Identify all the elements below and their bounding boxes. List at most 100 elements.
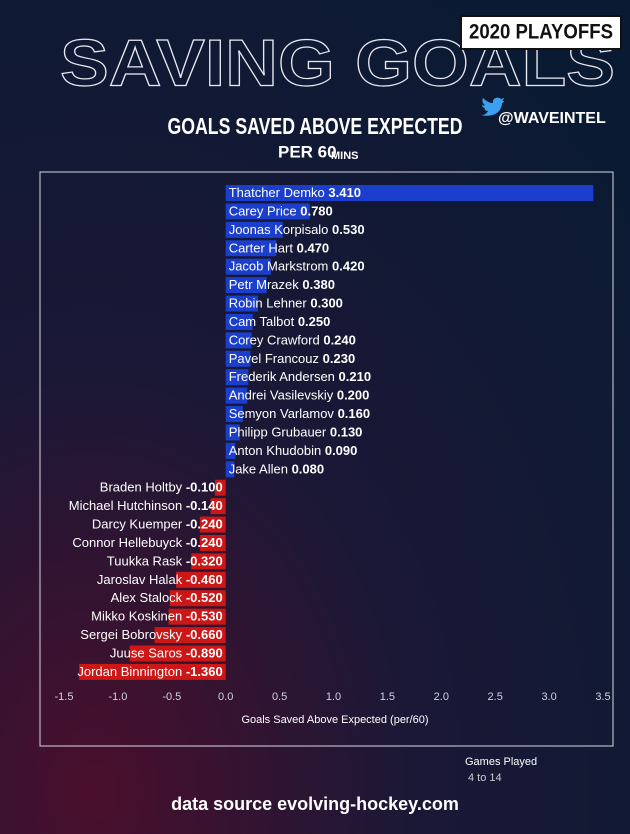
- bar-label: Mikko Koskinen -0.530: [91, 609, 223, 624]
- value-label: 0.780: [300, 204, 333, 219]
- value-label: -0.460: [186, 572, 223, 587]
- bar-label: Anton Khudobin 0.090: [229, 443, 358, 458]
- bar: [225, 185, 594, 201]
- bar: [225, 369, 249, 386]
- bar-label: Sergei Bobrovsky -0.660: [80, 628, 222, 643]
- value-label: 0.240: [323, 333, 356, 348]
- player-name: Juuse Saros: [110, 646, 183, 661]
- bar-label: Pavel Francouz 0.230: [229, 351, 356, 366]
- bar-label: Frederik Andersen 0.210: [229, 370, 371, 385]
- player-name: Frederik Andersen: [229, 370, 335, 385]
- player-name: Tuukka Rask: [107, 554, 183, 569]
- value-label: 0.090: [325, 443, 358, 458]
- bar-label: Semyon Varlamov 0.160: [229, 406, 370, 421]
- x-tick-label: 2.5: [488, 691, 503, 703]
- bar: [199, 534, 226, 551]
- bar: [199, 516, 226, 533]
- value-label: 0.380: [302, 278, 335, 293]
- player-name: Corey Crawford: [229, 333, 320, 348]
- badge-box: [460, 15, 622, 50]
- bar: [225, 258, 271, 275]
- value-label: 0.210: [339, 370, 372, 385]
- bar: [225, 313, 253, 330]
- bar-label: Carey Price 0.780: [229, 204, 333, 219]
- chart-subtitle: PER 60: [278, 142, 337, 161]
- value-label: -0.240: [186, 535, 223, 550]
- bar: [79, 663, 226, 680]
- player-name: Jacob Markstrom: [229, 259, 329, 274]
- bar: [169, 590, 226, 607]
- x-tick-label: 3.0: [541, 691, 556, 703]
- player-name: Jaroslav Halak: [97, 572, 183, 587]
- value-label: 0.530: [332, 222, 365, 237]
- bar-label: Robin Lehner 0.300: [229, 296, 343, 311]
- player-name: Jordan Binnington: [77, 664, 182, 679]
- value-label: 0.130: [330, 425, 363, 440]
- player-name: Petr Mrazek: [229, 278, 300, 293]
- value-label: 3.410: [328, 185, 361, 200]
- bar-label: Thatcher Demko 3.410: [229, 185, 361, 200]
- filter-range: 4 to 14: [468, 772, 502, 784]
- bar: [225, 240, 277, 257]
- value-label: 0.470: [297, 241, 330, 256]
- player-name: Semyon Varlamov: [229, 406, 335, 421]
- player-name: Connor Hellebuyck: [72, 535, 182, 550]
- bar-label: Jake Allen 0.080: [229, 462, 324, 477]
- value-label: 0.160: [338, 406, 371, 421]
- value-label: 0.080: [292, 462, 325, 477]
- footer: data source evolving-hockey.com: [171, 794, 459, 814]
- bar-label: Philipp Grubauer 0.130: [229, 425, 363, 440]
- badge: 2020 PLAYOFFS: [469, 21, 613, 44]
- player-name: Andrei Vasilevskiy: [229, 388, 334, 403]
- x-tick-label: 1.0: [326, 691, 341, 703]
- bar: [154, 627, 226, 644]
- bar: [191, 553, 226, 570]
- player-name: Darcy Kuemper: [92, 517, 183, 532]
- player-name: Anton Khudobin: [229, 443, 322, 458]
- value-label: -0.660: [186, 628, 223, 643]
- value-label: -0.240: [186, 517, 223, 532]
- x-tick-label: 0.0: [218, 691, 233, 703]
- bar-label: Andrei Vasilevskiy 0.200: [229, 388, 370, 403]
- bar: [225, 332, 252, 349]
- bar: [225, 203, 310, 220]
- bar: [225, 277, 267, 294]
- player-name: Pavel Francouz: [229, 351, 319, 366]
- bar: [129, 645, 226, 662]
- value-label: 0.230: [323, 351, 356, 366]
- bar: [176, 571, 226, 588]
- bar: [225, 387, 248, 404]
- player-name: Alex Stalock: [111, 591, 183, 606]
- bar: [214, 479, 226, 496]
- value-label: 0.420: [332, 259, 365, 274]
- twitter-icon: [478, 97, 504, 116]
- bar-label: Michael Hutchinson -0.140: [69, 499, 223, 514]
- bar-label: Tuukka Rask -0.320: [107, 554, 223, 569]
- bar: [168, 608, 226, 625]
- bar-label: Petr Mrazek 0.380: [229, 278, 335, 293]
- chart-subtitle-suffix: MINS: [331, 150, 359, 162]
- bar-label: Jaroslav Halak -0.460: [97, 572, 223, 587]
- player-name: Sergei Bobrovsky: [80, 628, 182, 643]
- x-tick-label: -1.0: [108, 691, 127, 703]
- bar-label: Carter Hart 0.470: [229, 241, 329, 256]
- value-label: -0.140: [186, 499, 223, 514]
- x-tick-label: 1.5: [380, 691, 395, 703]
- player-name: Jake Allen: [229, 462, 288, 477]
- player-name: Philipp Grubauer: [229, 425, 327, 440]
- player-name: Carey Price: [229, 204, 297, 219]
- player-name: Carter Hart: [229, 241, 294, 256]
- x-tick-label: -0.5: [162, 691, 181, 703]
- bar: [225, 350, 251, 367]
- x-tick-label: 2.0: [434, 691, 449, 703]
- bar-label: Alex Stalock -0.520: [111, 591, 223, 606]
- player-name: Braden Holtby: [100, 480, 183, 495]
- x-tick-label: -1.5: [55, 691, 74, 703]
- value-label: -0.100: [186, 480, 223, 495]
- value-label: 0.300: [310, 296, 343, 311]
- bar: [225, 295, 259, 312]
- player-name: Thatcher Demko: [229, 185, 325, 200]
- bar-label: Darcy Kuemper -0.240: [92, 517, 223, 532]
